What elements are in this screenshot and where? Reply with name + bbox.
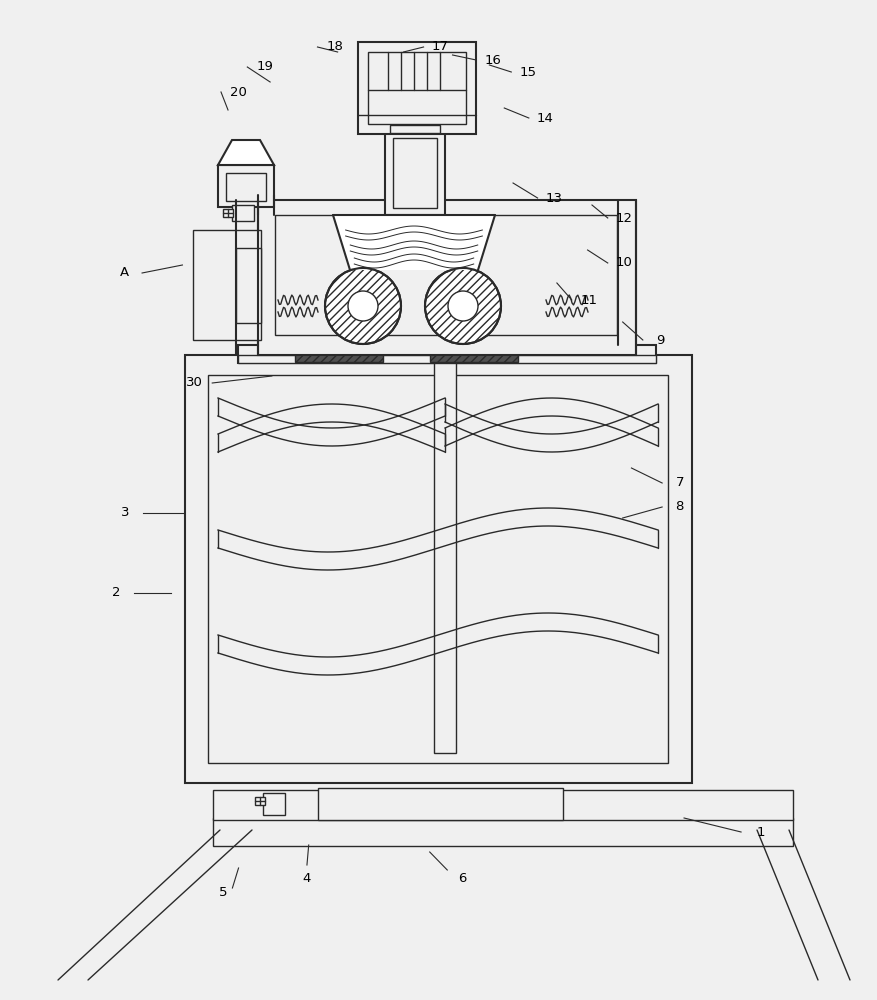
Text: 13: 13: [545, 192, 563, 205]
Bar: [368, 52, 466, 124]
Bar: [213, 790, 793, 820]
Text: 12: 12: [616, 212, 633, 225]
Bar: [218, 165, 274, 207]
Bar: [223, 209, 233, 217]
Bar: [275, 215, 617, 335]
Polygon shape: [333, 215, 495, 270]
Bar: [185, 355, 692, 783]
Text: 4: 4: [303, 871, 311, 884]
Bar: [295, 348, 383, 362]
Text: 2: 2: [112, 586, 121, 599]
Circle shape: [348, 291, 378, 321]
Bar: [430, 348, 518, 362]
Bar: [393, 138, 437, 208]
Text: 16: 16: [484, 53, 502, 66]
Bar: [318, 788, 563, 820]
Text: 5: 5: [219, 886, 228, 900]
Text: 17: 17: [431, 40, 449, 53]
Bar: [208, 375, 668, 763]
Text: 15: 15: [519, 66, 537, 79]
Circle shape: [448, 291, 478, 321]
Bar: [263, 793, 285, 815]
Bar: [193, 230, 261, 340]
Text: 1: 1: [757, 826, 766, 838]
Bar: [258, 200, 636, 355]
Bar: [358, 42, 476, 134]
Text: 3: 3: [121, 506, 130, 520]
Circle shape: [425, 268, 501, 344]
Text: 20: 20: [230, 86, 247, 99]
Text: 8: 8: [675, 500, 684, 514]
Text: 19: 19: [256, 60, 274, 74]
Bar: [238, 345, 656, 363]
Text: 14: 14: [537, 111, 554, 124]
Text: 11: 11: [581, 294, 598, 306]
Text: 6: 6: [458, 871, 467, 884]
Bar: [213, 818, 793, 846]
Polygon shape: [218, 140, 274, 165]
Bar: [255, 797, 265, 805]
Bar: [236, 248, 261, 323]
Text: 10: 10: [616, 256, 633, 269]
Bar: [226, 173, 266, 201]
Text: 18: 18: [326, 40, 344, 53]
Bar: [390, 125, 440, 133]
Bar: [238, 355, 656, 363]
Text: 30: 30: [186, 376, 203, 389]
Circle shape: [325, 268, 401, 344]
Bar: [232, 205, 254, 221]
Text: A: A: [120, 266, 129, 279]
Text: 7: 7: [675, 477, 684, 489]
Text: 9: 9: [656, 334, 665, 347]
Bar: [385, 130, 445, 215]
Bar: [434, 363, 456, 753]
